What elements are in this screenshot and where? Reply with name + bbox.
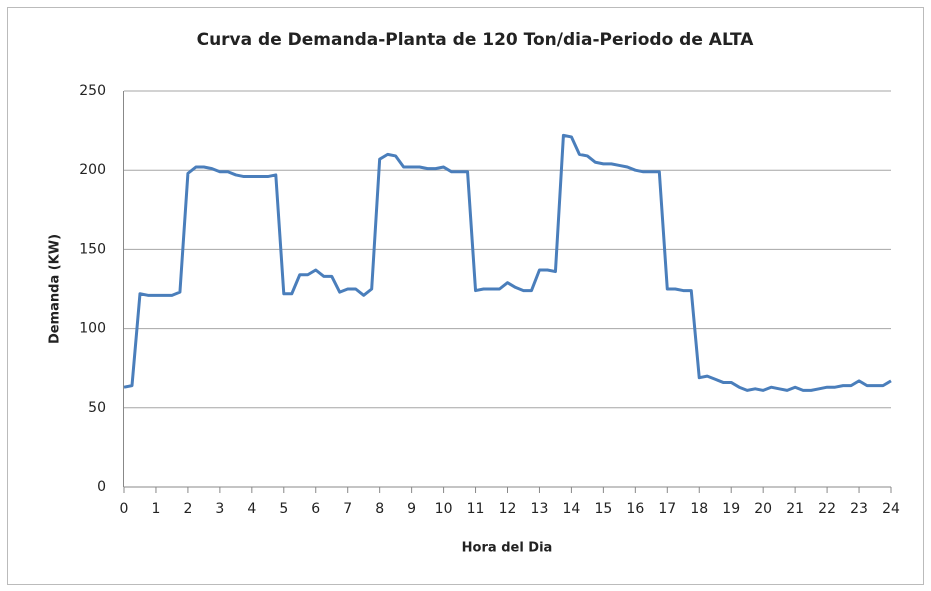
x-tick-label: 14 [563, 501, 581, 517]
x-tick-label: 17 [658, 501, 676, 517]
x-tick-label: 3 [215, 501, 224, 517]
x-tick-label: 7 [343, 501, 352, 517]
x-tick-label: 19 [722, 501, 740, 517]
y-tick-label: 150 [79, 241, 106, 257]
x-tick-label: 9 [407, 501, 416, 517]
x-tick-label: 13 [531, 501, 549, 517]
data-line [123, 133, 892, 392]
x-tick-label: 20 [754, 501, 772, 517]
x-tick-label: 24 [882, 501, 900, 517]
x-tick-label: 0 [120, 501, 129, 517]
x-tick-label: 8 [375, 501, 384, 517]
y-tick-label: 50 [88, 400, 106, 416]
x-tick-label: 1 [151, 501, 160, 517]
x-tick-label: 12 [499, 501, 517, 517]
y-tick-label: 0 [97, 479, 106, 495]
x-tick-label: 16 [626, 501, 644, 517]
chart-title: Curva de Demanda-Planta de 120 Ton/dia-P… [197, 30, 755, 50]
x-tick-label: 21 [786, 501, 804, 517]
x-tick-label: 11 [467, 501, 485, 517]
x-tick-label: 5 [279, 501, 288, 517]
x-axis-label: Hora del Dia [462, 541, 553, 556]
x-tick-label: 10 [435, 501, 453, 517]
x-tick-label: 18 [690, 501, 708, 517]
x-tick-label: 4 [247, 501, 256, 517]
x-tick-label: 15 [594, 501, 612, 517]
y-tick-label: 250 [79, 83, 106, 99]
y-axis-label: Demanda (KW) [48, 234, 63, 344]
x-tick-label: 2 [183, 501, 192, 517]
x-tick-label: 23 [850, 501, 868, 517]
y-tick-label: 100 [79, 321, 106, 337]
x-tick-label: 22 [818, 501, 836, 517]
y-tick-label: 200 [79, 162, 106, 178]
x-tick-label: 6 [311, 501, 320, 517]
